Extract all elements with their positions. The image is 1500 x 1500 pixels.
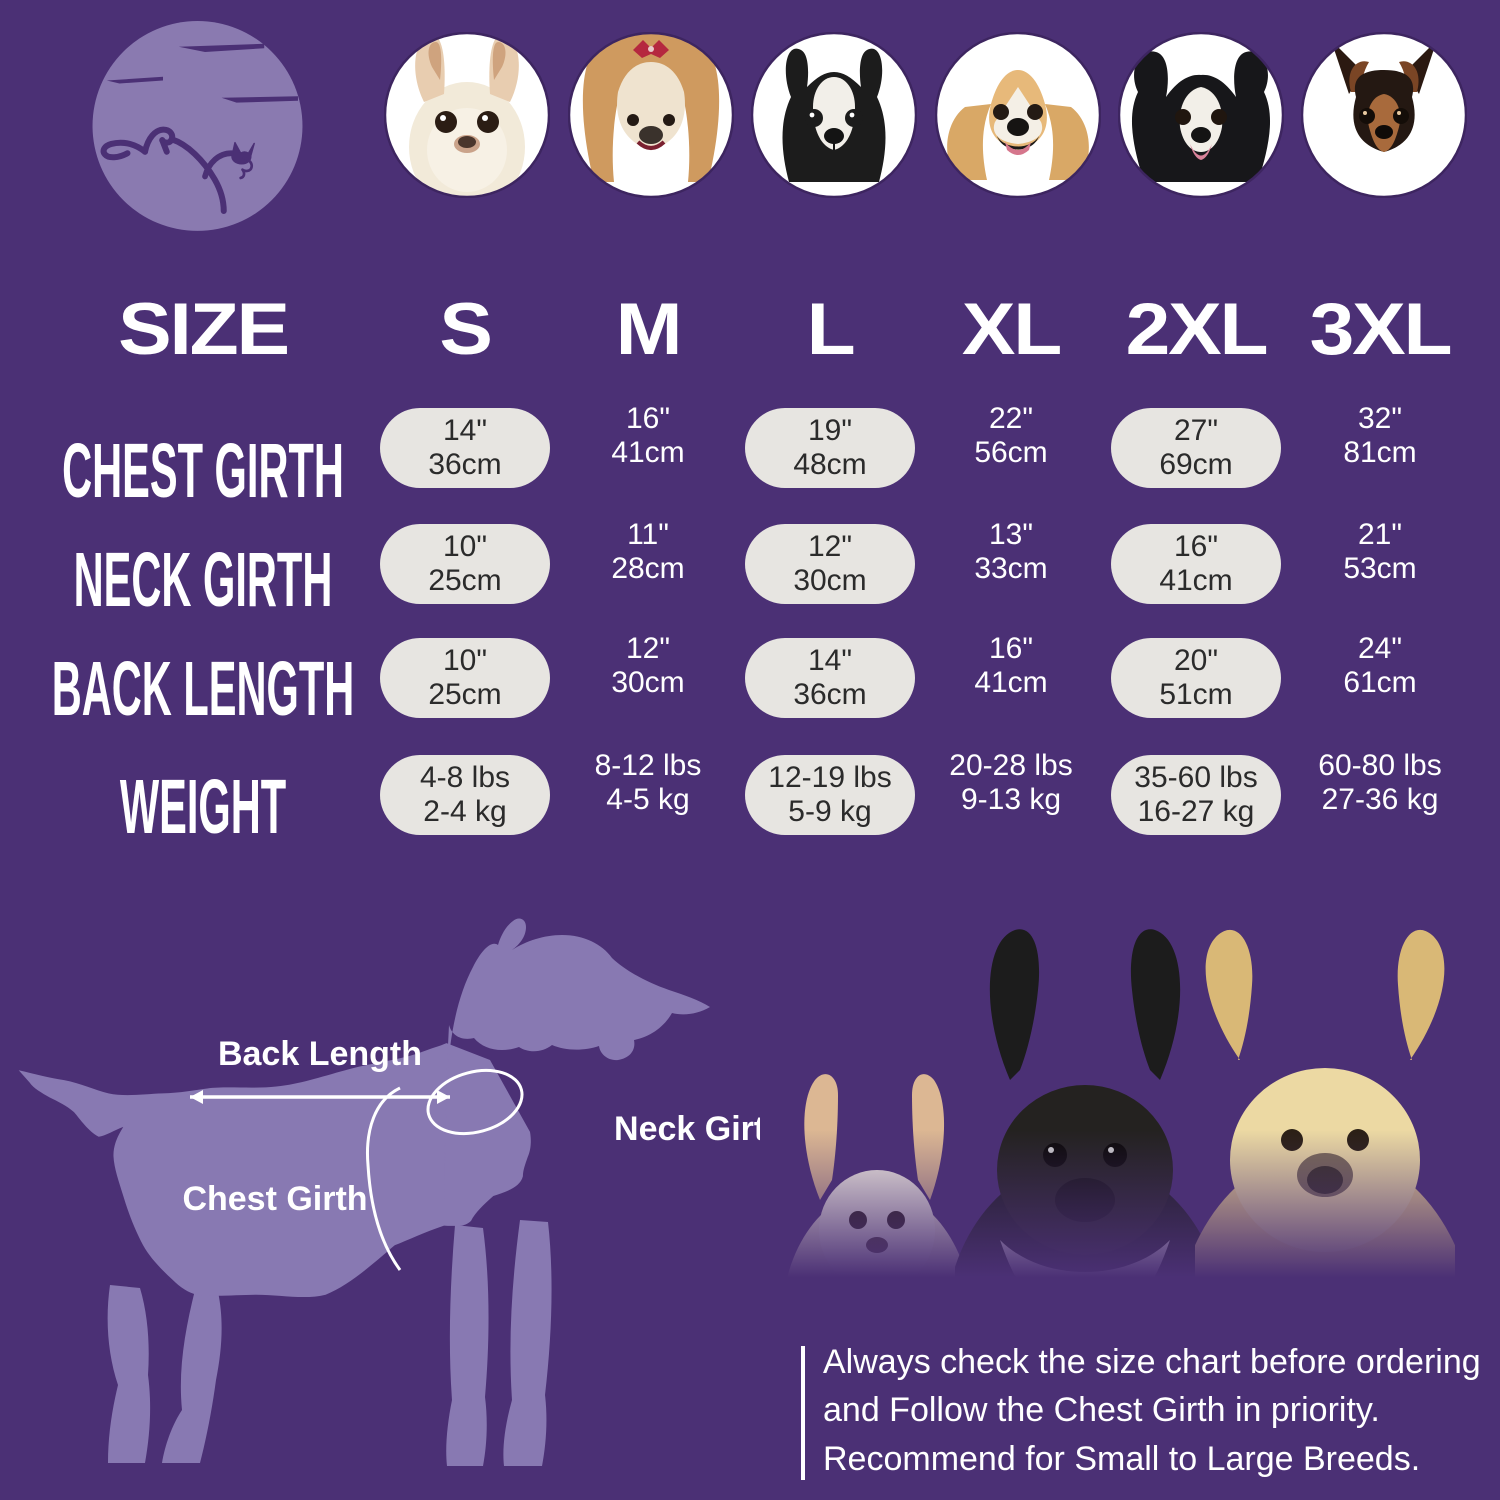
svg-text:Chest Girth: Chest Girth <box>182 1180 367 1218</box>
svg-text:Back Length: Back Length <box>218 1035 422 1073</box>
svg-text:Neck Girth: Neck Girth <box>614 1110 760 1148</box>
